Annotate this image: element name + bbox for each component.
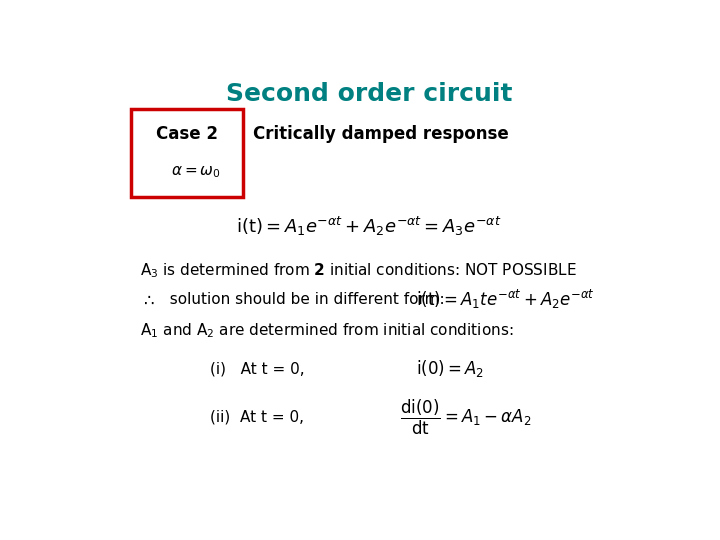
Text: solution should be in different form:: solution should be in different form:	[160, 292, 444, 307]
Text: (ii)  At t = 0,: (ii) At t = 0,	[210, 410, 304, 425]
Text: Critically damped response: Critically damped response	[253, 125, 508, 143]
Text: $\dfrac{\mathrm{di(0)}}{\mathrm{dt}} = A_1 - \alpha A_2$: $\dfrac{\mathrm{di(0)}}{\mathrm{dt}} = A…	[400, 398, 531, 437]
Text: $\mathrm{i(t)} = A_1e^{-\alpha t} + A_2e^{-\alpha t} = A_3e^{-\alpha t}$: $\mathrm{i(t)} = A_1e^{-\alpha t} + A_2e…	[236, 215, 502, 238]
Text: (i)   At t = 0,: (i) At t = 0,	[210, 361, 305, 376]
Text: $\alpha = \omega_0$: $\alpha = \omega_0$	[171, 165, 221, 180]
Text: $\therefore$: $\therefore$	[140, 291, 155, 309]
Text: A$_3$ is determined from $\mathbf{2}$ initial conditions: NOT POSSIBLE: A$_3$ is determined from $\mathbf{2}$ in…	[140, 261, 577, 280]
Text: Case 2: Case 2	[156, 125, 218, 143]
Text: $\mathrm{i(0)} = A_2$: $\mathrm{i(0)} = A_2$	[415, 359, 484, 380]
Text: $\mathrm{i(t)} = A_1te^{-\alpha t} + A_2e^{-\alpha t}$: $\mathrm{i(t)} = A_1te^{-\alpha t} + A_2…	[415, 288, 595, 311]
Text: Second order circuit: Second order circuit	[226, 82, 512, 106]
Text: A$_1$ and A$_2$ are determined from initial conditions:: A$_1$ and A$_2$ are determined from init…	[140, 321, 514, 340]
